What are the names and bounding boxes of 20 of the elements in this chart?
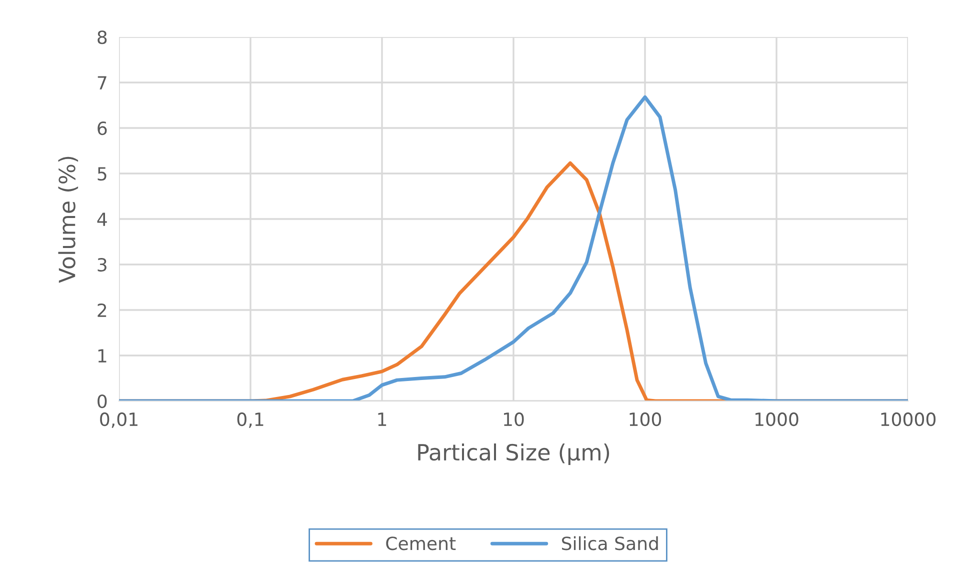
x-tick-label: 100 xyxy=(630,412,662,426)
legend-label: Silica Sand xyxy=(562,536,658,550)
y-tick-label: 6 xyxy=(98,121,107,136)
y-tick-label: 1 xyxy=(98,349,106,362)
x-tick-label: 1 xyxy=(378,412,386,426)
y-tick-label: 3 xyxy=(98,258,106,272)
x-tick-label: 0,1 xyxy=(237,412,264,428)
x-tick-label: 10 xyxy=(504,412,524,426)
y-tick-label: 5 xyxy=(98,167,106,181)
y-tick-label: 4 xyxy=(97,212,107,226)
y-tick-label: 7 xyxy=(98,76,106,90)
x-tick-label: 1000 xyxy=(756,412,798,426)
x-axis-title: Partical Size (µm) xyxy=(418,443,610,465)
legend-label: Cement xyxy=(386,536,456,550)
y-tick-label: 2 xyxy=(98,303,106,317)
x-tick-label: 0,01 xyxy=(100,412,138,428)
y-axis-title: Volume (%) xyxy=(58,156,78,283)
x-tick-label: 10000 xyxy=(881,412,936,426)
y-tick-label: 0 xyxy=(98,394,107,408)
y-tick-label: 8 xyxy=(98,30,107,44)
